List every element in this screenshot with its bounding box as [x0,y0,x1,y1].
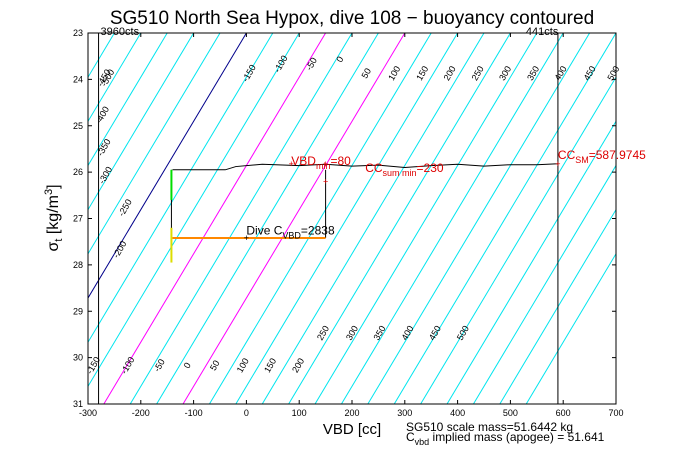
annotation-marker: + [555,159,560,169]
contour-line [209,33,432,404]
contour-line [473,164,616,404]
y-tick-label: 28 [73,260,83,270]
corner-label-left: 3960cts [101,26,140,38]
contour-line [288,33,511,404]
x-axis-ticks: -300 -200 -100 0 100 200 300 400 500 600 700 [79,33,624,418]
contour-line [88,33,221,255]
y-tick-label: 30 [73,353,83,363]
annotation-subscript: SM [575,155,589,165]
contour-line [88,33,247,299]
scale-mass-note: SG510 scale mass=51.6442 kg [406,420,573,434]
annotation-dive_cvbd: Dive CVBD=2838 [246,224,335,241]
y-axis-label-symbol: σ [45,242,62,252]
y-tick-label: 29 [73,306,83,316]
contour-line [235,33,459,404]
x-tick-label: -200 [132,408,150,418]
density-profile [172,163,558,171]
x-tick-label: 100 [292,408,307,418]
y-axis-label: σt [kg/m3] [43,184,65,251]
contour-label: 0 [182,361,193,370]
y-tick-label: 23 [73,28,83,38]
annotation-value: =80 [330,154,351,168]
vbd-limit-lines [98,33,559,404]
contour-line [88,33,274,344]
contour-label: 50 [359,66,373,80]
annotation-symbol: CC [558,148,576,162]
annotation-vbd_min: VBDmin=80 [291,154,351,171]
implied-mass-note: Cvbd implied mass (apogee) = 51.641 [406,430,605,447]
y-axis-label-superscript: 3 [43,189,55,195]
y-axis-label-end: ] [45,184,62,188]
contour-line [88,33,300,388]
x-tick-label: 300 [397,408,412,418]
implied-mass-subscript: vbd [415,437,430,447]
implied-mass-symbol: C [406,430,415,444]
contour-line [314,33,538,404]
x-tick-label: 600 [556,408,571,418]
x-tick-label: -300 [79,408,97,418]
annotation-value: =230 [417,161,444,175]
annotation-marker: + [244,233,249,243]
x-tick-label: 500 [503,408,518,418]
annotation-markers: + + + + + [244,159,561,243]
contour-line [129,33,353,404]
contour-line [525,252,616,404]
contour-line [88,33,195,211]
annotation-subscript: VBD [282,231,301,241]
profile-line [172,163,558,171]
contour-line [420,76,616,404]
x-tick-label: 0 [244,408,249,418]
y-tick-label: 31 [73,399,83,409]
contour-line [261,33,485,404]
x-tick-label: -100 [185,408,203,418]
corner-label-right: 441cts [526,26,559,38]
contour-line [393,33,616,404]
y-tick-label: 26 [73,167,83,177]
annotation-symbol: CC [365,161,383,175]
buoyancy-contours [88,33,616,404]
annotation-subscript: min [316,161,331,171]
y-tick-label: 27 [73,214,83,224]
contour-line [103,33,327,404]
annotation-subscript: sum min [383,168,417,178]
contour-line [341,33,564,404]
x-axis-label: VBD [cc] [323,421,381,438]
chart-title: SG510 North Sea Hypox, dive 108 − buoyan… [110,8,594,29]
annotation-cc_sum_min: CCsum min=230 [365,161,444,178]
annotation-marker: + [289,159,294,169]
contour-line [182,33,406,404]
annotation-symbol: VBD [291,154,316,168]
annotation-symbol: Dive C [246,224,282,238]
y-axis-label-subscript: t [53,239,65,242]
annotation-value: =587.9745 [589,148,646,162]
contour-line [367,33,591,404]
annotation-cc_sm: CCSM=587.9745 [558,148,646,165]
contour-line [499,208,616,404]
annotation-marker: + [323,159,328,169]
x-tick-label: 200 [344,408,359,418]
annotation-value: =2838 [301,224,335,238]
y-axis-label-units: [kg/m [45,195,62,239]
annotations: VBDmin=80 CCsum min=230CCSM=587.9745Dive … [246,148,646,241]
y-axis-ticks: 23 24 25 26 27 28 29 30 31 [73,28,616,409]
contour-line [88,33,168,167]
x-tick-label: 700 [608,408,623,418]
contour-line [88,33,142,123]
contour-label: 0 [334,55,345,64]
x-tick-label: 400 [450,408,465,418]
y-tick-label: 24 [73,74,83,84]
contour-line [156,33,379,404]
y-tick-label: 25 [73,121,83,131]
dive-bracket [170,169,327,263]
annotation-marker: + [323,176,328,186]
implied-mass-text: implied mass (apogee) = 51.641 [429,430,604,444]
contour-label: 50 [208,359,222,373]
